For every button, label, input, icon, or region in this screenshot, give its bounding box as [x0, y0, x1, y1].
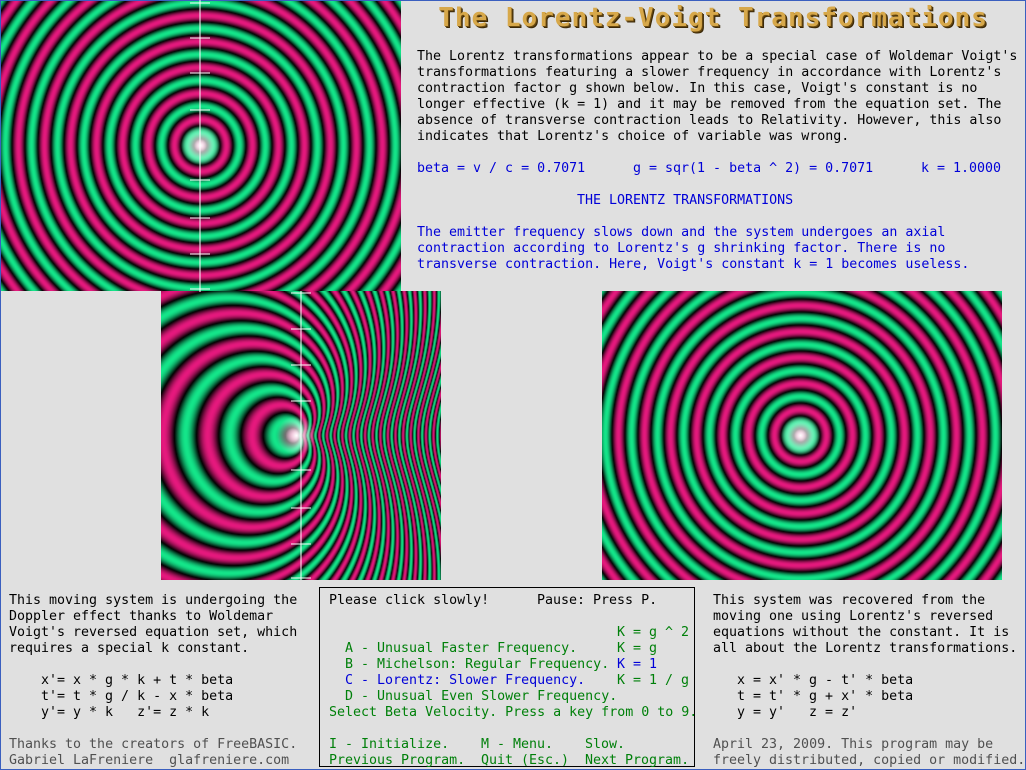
option-label: A - Unusual Faster Frequency.	[345, 641, 578, 656]
equation-line: t = t' * g + x' * beta	[737, 689, 914, 704]
section-heading: THE LORENTZ TRANSFORMATIONS	[577, 193, 794, 208]
menu-button[interactable]: M - Menu.	[481, 737, 554, 752]
option-label: C - Lorentz: Slower Frequency.	[345, 673, 586, 688]
wave-field-stationary	[1, 1, 401, 291]
left-equations: x'= x * g * k + t * beta t'= t * g / k -…	[41, 673, 233, 721]
right-text-line: all about the Lorentz transformations.	[713, 641, 1018, 656]
k-value: k = 1.0000	[921, 161, 1002, 176]
left-text-line: requires a special k constant.	[9, 641, 250, 656]
equation-line: y = y' z = z'	[737, 705, 858, 720]
page-title: The Lorentz-Voigt Transformations	[438, 3, 988, 33]
description-paragraph: The emitter frequency slows down and the…	[417, 225, 969, 273]
menu-panel	[319, 587, 695, 767]
initialize-button[interactable]: I - Initialize.	[329, 737, 450, 752]
click-note: Please click slowly!	[329, 593, 490, 608]
right-panel-text: This system was recovered from the movin…	[713, 593, 1017, 657]
left-panel-text: This moving system is undergoing the Dop…	[9, 593, 297, 657]
previous-program-button[interactable]: Previous Program.	[329, 753, 466, 768]
intro-paragraph: The Lorentz transformations appear to be…	[417, 49, 1017, 145]
right-text-line: moving one using Lorentz's reversed	[713, 609, 994, 624]
option-formula: K = 1 / g	[617, 673, 690, 688]
option-formula: K = 1	[617, 657, 658, 672]
intro-line: The Lorentz transformations appear to be…	[417, 49, 1018, 64]
slow-button[interactable]: Slow.	[585, 737, 626, 752]
equation-line: x = x' * g - t' * beta	[737, 673, 914, 688]
quit-button[interactable]: Quit (Esc.)	[481, 753, 570, 768]
equation-line: y'= y * k z'= z * k	[41, 705, 210, 720]
option-formula: K = g ^ 2	[617, 625, 690, 640]
menu-option-d[interactable]: D - Unusual Even Slower Frequency. K = 1…	[329, 673, 694, 704]
g-value: g = sqr(1 - beta ^ 2) = 0.7071	[633, 161, 874, 176]
left-text-line: Voigt's reversed equation set, which	[9, 625, 298, 640]
credits-line: Thanks to the creators of FreeBASIC.	[9, 737, 298, 752]
right-equations: x = x' * g - t' * beta t = t' * g + x' *…	[737, 673, 913, 721]
credits-line: Gabriel LaFreniere glafreniere.com	[9, 753, 290, 768]
right-footer: April 23, 2009. This program may be free…	[713, 737, 1025, 769]
option-label: D - Unusual Even Slower Frequency.	[345, 689, 618, 704]
footer-line: April 23, 2009. This program may be	[713, 737, 994, 752]
equation-line: t'= t * g / k - x * beta	[41, 689, 234, 704]
menu-option-c[interactable]: C - Lorentz: Slower Frequency. K = 1	[329, 657, 694, 688]
equation-line: x'= x * g * k + t * beta	[41, 673, 234, 688]
left-text-line: This moving system is undergoing the	[9, 593, 298, 608]
footer-line: freely distributed, copied or modified.	[713, 753, 1026, 768]
description-line: transverse contraction. Here, Voigt's co…	[417, 257, 970, 272]
menu-option-b[interactable]: B - Michelson: Regular Frequency. K = g	[329, 641, 694, 672]
beta-velocity-prompt[interactable]: Select Beta Velocity. Press a key from 0…	[329, 705, 698, 720]
pause-note: Pause: Press P.	[537, 593, 658, 608]
beta-value: beta = v / c = 0.7071	[417, 161, 586, 176]
description-line: contraction according to Lorentz's g shr…	[417, 241, 946, 256]
next-program-button[interactable]: Next Program.	[585, 753, 690, 768]
intro-line: indicates that Lorentz's choice of varia…	[417, 129, 850, 144]
right-text-line: This system was recovered from the	[713, 593, 986, 608]
intro-line: contraction factor g shown below. In thi…	[417, 81, 978, 96]
wave-field-recovered	[602, 291, 1002, 580]
intro-line: absence of transverse contraction leads …	[417, 113, 1002, 128]
vertical-scale-top	[190, 0, 210, 292]
menu-option-a[interactable]: A - Unusual Faster Frequency. K = g ^ 2	[329, 625, 694, 656]
right-text-line: equations without the constant. It is	[713, 625, 1010, 640]
option-label: B - Michelson: Regular Frequency.	[345, 657, 610, 672]
credits: Thanks to the creators of FreeBASIC. Gab…	[9, 737, 297, 769]
intro-line: longer effective (k = 1) and it may be r…	[417, 97, 1002, 112]
description-line: The emitter frequency slows down and the…	[417, 225, 946, 240]
left-text-line: Doppler effect thanks to Woldemar	[9, 609, 274, 624]
option-formula: K = g	[617, 641, 658, 656]
intro-line: transformations featuring a slower frequ…	[417, 65, 1002, 80]
